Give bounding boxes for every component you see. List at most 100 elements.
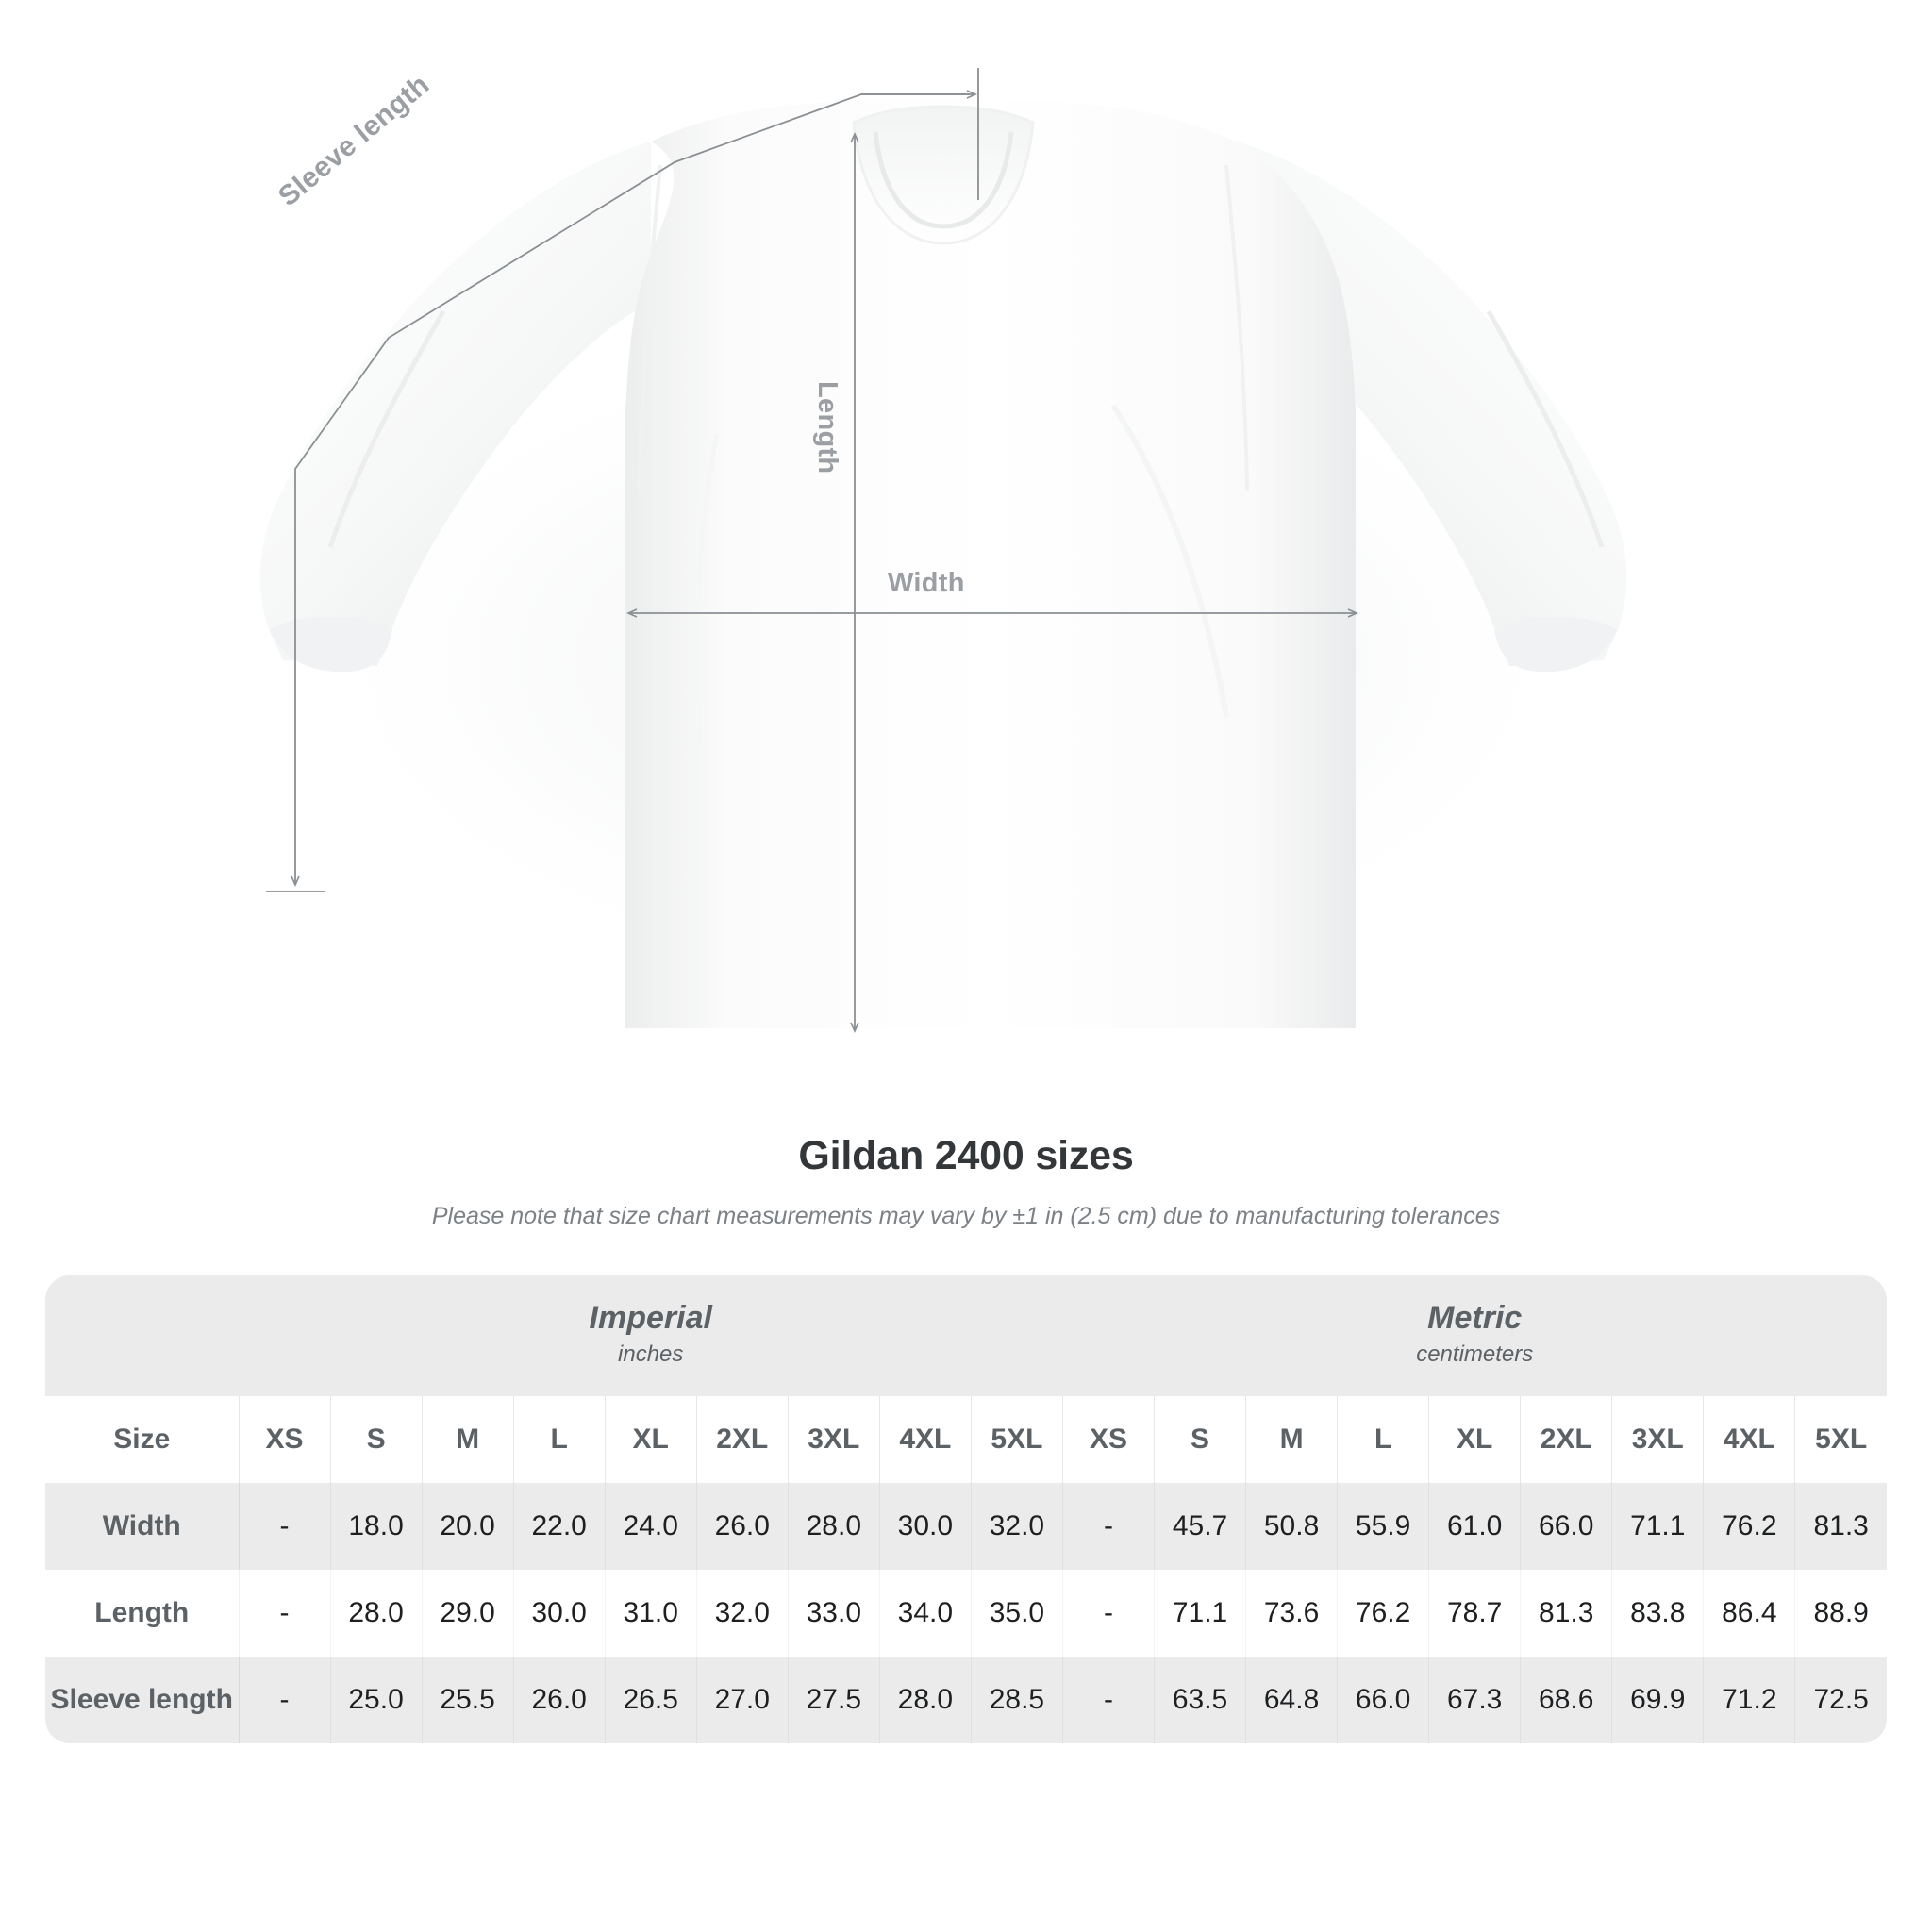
cell-width-imperial-5xl: 32.0	[971, 1483, 1063, 1570]
size-header-metric-m: M	[1245, 1396, 1339, 1483]
size-header-metric-s: S	[1154, 1396, 1247, 1483]
size-header-metric-3xl: 3XL	[1611, 1396, 1705, 1483]
cell-width-metric-3xl: 71.1	[1611, 1483, 1705, 1570]
cell-width-metric-s: 45.7	[1154, 1483, 1247, 1570]
size-header-metric-5xl: 5XL	[1794, 1396, 1887, 1483]
page-subtitle: Please note that size chart measurements…	[431, 1202, 1501, 1229]
size-header-metric-4xl: 4XL	[1703, 1396, 1796, 1483]
cell-width-metric-xl: 61.0	[1428, 1483, 1522, 1570]
cell-width-imperial-xl: 24.0	[605, 1483, 697, 1570]
cell-sleeve-metric-3xl: 69.9	[1611, 1657, 1705, 1743]
cell-length-metric-m: 73.6	[1245, 1570, 1339, 1657]
unit-group-metric: Metric centimeters	[1062, 1275, 1887, 1396]
cell-length-imperial-m: 29.0	[422, 1570, 514, 1657]
cell-width-imperial-3xl: 28.0	[788, 1483, 880, 1570]
size-header-imperial-s: S	[330, 1396, 423, 1483]
garment-illustration: Sleeve length Length Width	[259, 68, 1627, 1033]
left-sleeve-fold	[327, 309, 446, 548]
cell-sleeve-metric-m: 64.8	[1245, 1657, 1339, 1743]
row-label-width: Width	[45, 1483, 240, 1570]
cell-length-metric-xs: -	[1062, 1570, 1156, 1657]
size-header-row: Size XS S M L XL 2XL 3XL 4XL 5XL XS S M …	[45, 1396, 1887, 1483]
shirt-torso-lower	[625, 406, 1356, 1028]
size-header-imperial-5xl: 5XL	[971, 1396, 1063, 1483]
unit-group-imperial-name: Imperial	[589, 1300, 712, 1337]
left-cuff	[270, 616, 392, 673]
unit-group-metric-name: Metric	[1427, 1300, 1523, 1337]
table-row: Width - 18.0 20.0 22.0 24.0 26.0 28.0 30…	[45, 1483, 1887, 1570]
cell-length-metric-l: 76.2	[1337, 1570, 1430, 1657]
table-row: Sleeve length - 25.0 25.5 26.0 26.5 27.0…	[45, 1657, 1887, 1743]
cell-sleeve-imperial-3xl: 27.5	[788, 1657, 880, 1743]
cell-width-metric-m: 50.8	[1245, 1483, 1339, 1570]
left-sleeve	[259, 142, 651, 666]
cell-length-imperial-3xl: 33.0	[788, 1570, 880, 1657]
unit-group-row: Imperial inches Metric centimeters	[45, 1275, 1887, 1396]
cell-sleeve-metric-5xl: 72.5	[1794, 1657, 1887, 1743]
cell-sleeve-imperial-5xl: 28.5	[971, 1657, 1063, 1743]
size-header-label: Size	[45, 1396, 240, 1483]
cell-length-imperial-xs: -	[239, 1570, 331, 1657]
cell-length-metric-3xl: 83.8	[1611, 1570, 1705, 1657]
unit-group-metric-sub: centimeters	[1416, 1341, 1534, 1367]
cell-length-imperial-4xl: 34.0	[879, 1570, 972, 1657]
cell-sleeve-metric-xs: -	[1062, 1657, 1156, 1743]
cell-width-imperial-s: 18.0	[330, 1483, 423, 1570]
wrinkle-1	[1110, 404, 1229, 718]
size-table: Imperial inches Metric centimeters Size …	[45, 1275, 1887, 1743]
cell-sleeve-imperial-4xl: 28.0	[879, 1657, 972, 1743]
length-label: Length	[812, 381, 842, 475]
cell-sleeve-metric-xl: 67.3	[1428, 1657, 1522, 1743]
right-cuff	[1494, 616, 1617, 673]
cell-sleeve-imperial-xs: -	[239, 1657, 331, 1743]
row-label-sleeve-length: Sleeve length	[45, 1657, 240, 1743]
cell-length-imperial-xl: 31.0	[605, 1570, 697, 1657]
cell-length-metric-5xl: 88.9	[1794, 1570, 1887, 1657]
size-header-metric-2xl: 2XL	[1520, 1396, 1613, 1483]
cell-sleeve-imperial-s: 25.0	[330, 1657, 423, 1743]
collar-band	[852, 105, 1035, 245]
right-armhole-seam	[1224, 164, 1249, 491]
cell-width-metric-2xl: 66.0	[1520, 1483, 1613, 1570]
cell-length-metric-2xl: 81.3	[1520, 1570, 1613, 1657]
cell-sleeve-metric-l: 66.0	[1337, 1657, 1430, 1743]
cell-length-metric-s: 71.1	[1154, 1570, 1247, 1657]
cell-sleeve-metric-2xl: 68.6	[1520, 1657, 1613, 1743]
cell-width-imperial-2xl: 26.0	[696, 1483, 789, 1570]
width-label: Width	[888, 568, 965, 598]
cell-width-imperial-xs: -	[239, 1483, 331, 1570]
cell-width-imperial-l: 22.0	[513, 1483, 606, 1570]
collar-inner	[873, 131, 1014, 229]
title-block: Gildan 2400 sizes Please note that size …	[0, 1132, 1932, 1231]
size-header-imperial-m: M	[422, 1396, 514, 1483]
size-header-metric-xl: XL	[1428, 1396, 1522, 1483]
size-header-imperial-2xl: 2XL	[696, 1396, 789, 1483]
cell-length-imperial-2xl: 32.0	[696, 1570, 789, 1657]
cell-width-metric-xs: -	[1062, 1483, 1156, 1570]
shirt-diagram-svg	[259, 68, 1627, 1033]
cell-width-metric-l: 55.9	[1337, 1483, 1430, 1570]
cell-width-imperial-m: 20.0	[422, 1483, 514, 1570]
page-title: Gildan 2400 sizes	[798, 1133, 1134, 1178]
cell-sleeve-imperial-2xl: 27.0	[696, 1657, 789, 1743]
cell-length-metric-xl: 78.7	[1428, 1570, 1522, 1657]
shirt-body-group	[259, 99, 1627, 1028]
table-row: Length - 28.0 29.0 30.0 31.0 32.0 33.0 3…	[45, 1570, 1887, 1657]
size-header-imperial-l: L	[513, 1396, 606, 1483]
cell-sleeve-imperial-m: 25.5	[422, 1657, 514, 1743]
row-label-length: Length	[45, 1570, 240, 1657]
unit-group-imperial-sub: inches	[618, 1341, 684, 1367]
wrinkle-2	[694, 433, 720, 746]
cell-sleeve-imperial-xl: 26.5	[605, 1657, 697, 1743]
size-header-imperial-3xl: 3XL	[788, 1396, 880, 1483]
size-header-imperial-xs: XS	[239, 1396, 331, 1483]
cell-length-imperial-5xl: 35.0	[971, 1570, 1063, 1657]
size-header-imperial-xl: XL	[605, 1396, 697, 1483]
cell-sleeve-metric-4xl: 71.2	[1703, 1657, 1796, 1743]
size-header-metric-xs: XS	[1062, 1396, 1156, 1483]
unit-group-imperial: Imperial inches	[239, 1275, 1063, 1396]
cell-length-metric-4xl: 86.4	[1703, 1570, 1796, 1657]
table-corner-cell	[45, 1275, 239, 1396]
right-sleeve-fold	[1486, 309, 1605, 548]
